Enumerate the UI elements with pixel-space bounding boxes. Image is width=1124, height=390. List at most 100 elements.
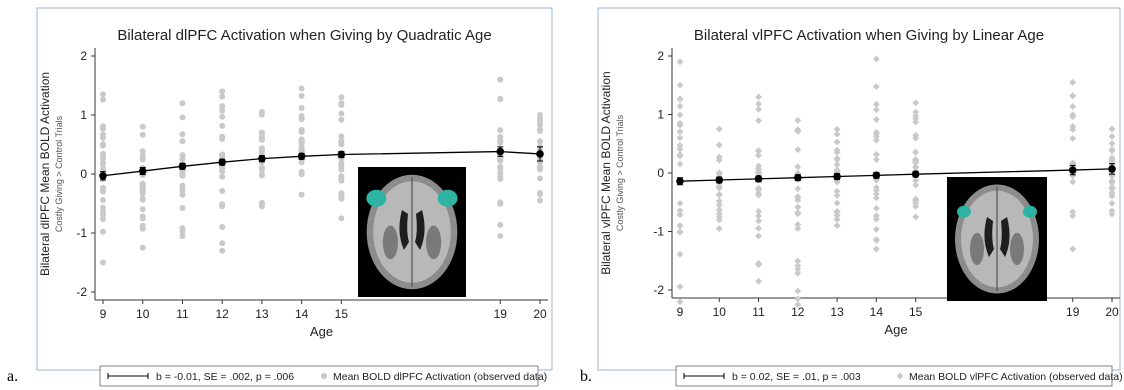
observed-point <box>1069 245 1077 253</box>
brain-gray-left <box>970 232 984 266</box>
brain-gray-left <box>382 225 398 260</box>
observed-point <box>298 116 305 123</box>
observed-point <box>872 55 880 63</box>
observed-point <box>755 259 762 267</box>
x-axis-label: Age <box>884 322 907 337</box>
chart-title: Bilateral vlPFC Activation when Giving b… <box>694 27 1044 44</box>
fit-point <box>258 154 266 163</box>
legend-observed-label: Mean BOLD vlPFC Activation (observed dat… <box>909 371 1123 383</box>
observed-point <box>676 222 684 230</box>
observed-point <box>258 129 265 136</box>
observed-point <box>258 170 265 177</box>
observed-point <box>338 110 345 117</box>
observed-point <box>219 122 226 129</box>
observed-point <box>219 107 226 114</box>
observed-point <box>794 295 802 303</box>
observed-point <box>676 199 684 207</box>
fit-point <box>794 173 802 182</box>
observed-point <box>715 225 723 232</box>
x-tick-label: 15 <box>909 305 923 319</box>
observed-point <box>179 183 186 190</box>
observed-point <box>676 121 684 129</box>
observed-point <box>219 187 226 194</box>
fit-point <box>833 172 841 181</box>
observed-point <box>139 196 146 203</box>
observed-point <box>1108 177 1116 185</box>
legend: b = 0.02, SE = .01, p = .003 Mean BOLD vl… <box>675 365 1123 387</box>
observed-point <box>1069 212 1077 220</box>
observed-point <box>676 145 684 153</box>
observed-point <box>179 205 186 212</box>
brain-ventricle-right <box>415 210 425 250</box>
brain-inset-image <box>947 177 1047 301</box>
observed-point <box>497 221 504 228</box>
observed-point <box>537 115 543 122</box>
observed-point <box>497 170 504 177</box>
brain-ventricle-right <box>1000 217 1010 257</box>
observed-point <box>676 95 684 103</box>
observed-point <box>833 208 841 216</box>
y-tick-label: -2 <box>76 285 87 299</box>
observed-point <box>794 210 802 218</box>
x-tick-label: 15 <box>335 307 349 321</box>
observed-point <box>100 204 106 211</box>
observed-point <box>497 133 504 140</box>
observed-point <box>139 215 146 222</box>
observed-point <box>833 222 841 230</box>
observed-point <box>755 217 762 225</box>
observed-point <box>298 85 305 92</box>
y-tick-label: 1 <box>80 108 87 122</box>
observed-point <box>219 240 226 247</box>
brain-inset-image <box>358 167 466 297</box>
legend-fit-label: b = -0.01, SE = .002, p = .006 <box>156 371 294 383</box>
observed-point <box>755 225 762 232</box>
observed-point <box>1069 92 1077 100</box>
observed-point <box>139 131 146 138</box>
observed-point <box>179 232 186 239</box>
observed-point <box>537 197 543 204</box>
panel-letter-a: a. <box>7 368 19 385</box>
observed-point <box>100 259 106 266</box>
fit-point <box>297 152 306 161</box>
observed-point <box>1108 200 1116 207</box>
observed-point <box>1108 155 1116 163</box>
observed-point <box>872 225 880 233</box>
observed-point <box>219 135 226 142</box>
observed-point <box>755 151 762 159</box>
observed-point <box>755 185 762 193</box>
observed-point <box>100 142 106 149</box>
brain-gray-right <box>426 225 442 260</box>
observed-point <box>872 212 880 220</box>
observed-point <box>497 137 504 144</box>
observed-point <box>794 116 802 124</box>
fit-point <box>754 175 763 183</box>
observed-point <box>755 147 762 154</box>
observed-point <box>298 105 305 112</box>
observed-point <box>872 236 880 243</box>
observed-point <box>755 162 762 170</box>
observed-point <box>1108 207 1116 215</box>
observed-point <box>219 164 226 171</box>
observed-point <box>1069 208 1077 216</box>
fit-point <box>218 158 226 166</box>
observed-point <box>497 157 504 164</box>
observed-point <box>537 175 543 182</box>
observed-point <box>497 127 504 134</box>
observed-point <box>100 125 106 132</box>
x-tick-label: 14 <box>295 307 309 321</box>
x-tick-label: 20 <box>533 307 547 321</box>
observed-point <box>794 126 802 134</box>
observed-point <box>139 188 146 195</box>
observed-point <box>1069 78 1077 86</box>
observed-point <box>537 163 543 170</box>
observed-point <box>872 106 880 114</box>
observed-point <box>755 277 762 285</box>
observed-point <box>676 298 684 306</box>
x-tick-label: 12 <box>791 305 805 319</box>
observed-point <box>338 102 345 109</box>
observed-point <box>298 191 305 198</box>
chart-title: Bilateral dlPFC Activation when Giving b… <box>117 27 491 44</box>
observed-point <box>1108 125 1116 133</box>
x-tick-label: 12 <box>216 307 230 321</box>
observed-point <box>794 257 802 265</box>
